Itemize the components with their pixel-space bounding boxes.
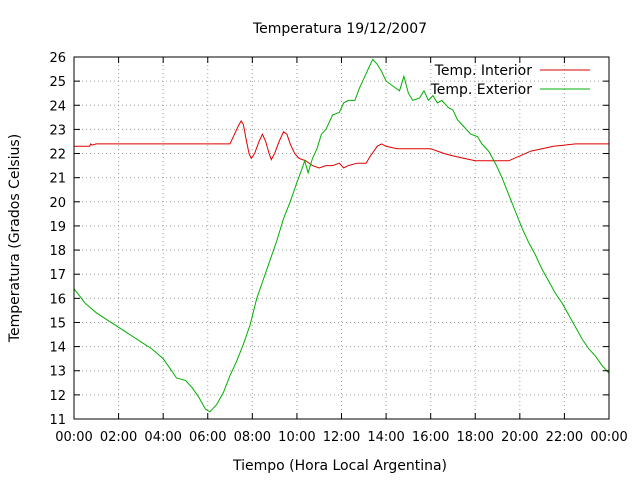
ticks bbox=[73, 56, 610, 420]
x-tick-label: 04:00 bbox=[144, 430, 181, 445]
x-tick-label: 12:00 bbox=[323, 430, 360, 445]
chart-title: Temperatura 19/12/2007 bbox=[252, 21, 427, 37]
y-tick-label: 26 bbox=[49, 51, 66, 66]
y-tick-label: 11 bbox=[49, 413, 66, 428]
y-tick-labels: 11 12 13 14 15 16 17 18 19 20 21 22 23 24 25 26 bbox=[49, 51, 66, 428]
x-tick-label: 22:00 bbox=[546, 430, 583, 445]
x-tick-label: 02:00 bbox=[100, 430, 137, 445]
x-tick-label: 14:00 bbox=[367, 430, 404, 445]
y-tick-label: 22 bbox=[49, 148, 66, 163]
grid bbox=[74, 57, 609, 419]
y-tick-label: 15 bbox=[49, 316, 66, 331]
series-layer bbox=[73, 58, 610, 413]
y-tick-label: 18 bbox=[49, 244, 66, 259]
x-tick-label: 18:00 bbox=[457, 430, 494, 445]
series-line-exterior bbox=[73, 58, 610, 413]
x-tick-label: 10:00 bbox=[278, 430, 315, 445]
y-tick-label: 14 bbox=[49, 341, 66, 356]
y-tick-label: 19 bbox=[49, 220, 66, 235]
y-tick-label: 21 bbox=[49, 172, 66, 187]
x-tick-labels: 00:00 02:00 04:00 06:00 08:00 10:00 12:00 14:00… bbox=[55, 430, 627, 445]
x-tick-label: 08:00 bbox=[234, 430, 271, 445]
y-axis-label: Temperatura (Grados Celsius) bbox=[7, 134, 23, 343]
y-tick-label: 13 bbox=[49, 365, 66, 380]
x-tick-label: 16:00 bbox=[412, 430, 449, 445]
x-tick-label: 20:00 bbox=[501, 430, 538, 445]
y-tick-label: 25 bbox=[49, 75, 66, 90]
y-tick-label: 17 bbox=[49, 268, 66, 283]
y-tick-label: 20 bbox=[49, 196, 66, 211]
x-tick-label: 00:00 bbox=[590, 430, 627, 445]
y-tick-label: 24 bbox=[49, 99, 66, 114]
x-tick-label: 00:00 bbox=[55, 430, 92, 445]
y-tick-label: 12 bbox=[49, 389, 66, 404]
series-line-interior bbox=[74, 120, 609, 169]
legend-label-exterior: Temp. Exterior bbox=[430, 82, 533, 98]
x-axis-label: Tiempo (Hora Local Argentina) bbox=[232, 458, 447, 474]
x-tick-label: 06:00 bbox=[189, 430, 226, 445]
y-tick-label: 16 bbox=[49, 292, 66, 307]
legend-label-interior: Temp. Interior bbox=[434, 63, 533, 79]
y-tick-label: 23 bbox=[49, 123, 66, 138]
legend: Temp. Interior Temp. Exterior bbox=[430, 63, 590, 98]
